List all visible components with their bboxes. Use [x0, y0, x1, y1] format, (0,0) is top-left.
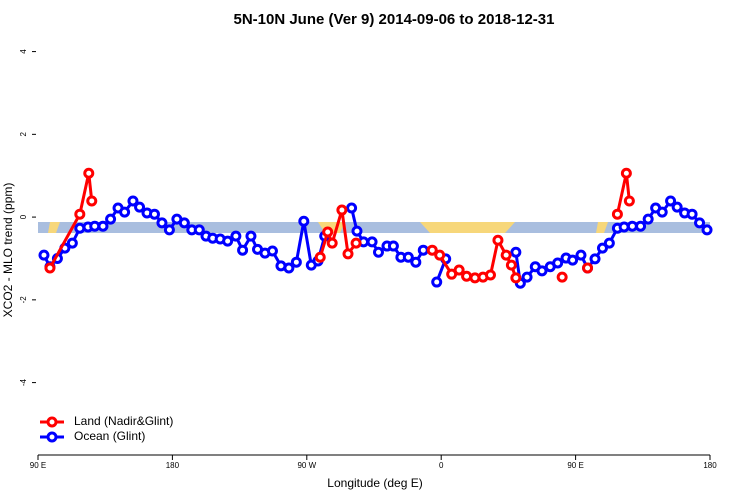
point	[426, 244, 438, 256]
point	[434, 249, 446, 261]
point	[642, 213, 654, 225]
point	[623, 195, 635, 207]
point	[556, 271, 568, 283]
point	[163, 224, 175, 236]
point	[521, 271, 533, 283]
point	[342, 248, 354, 260]
point	[266, 245, 278, 257]
point	[671, 201, 683, 213]
legend-marker	[46, 431, 58, 443]
point	[366, 236, 378, 248]
point	[44, 262, 56, 274]
point	[156, 217, 168, 229]
point	[336, 204, 348, 216]
point	[701, 224, 713, 236]
point	[97, 220, 109, 232]
x-tick-label: 0	[439, 461, 444, 470]
point	[322, 226, 334, 238]
x-tick-label: 90 E	[30, 461, 46, 470]
chart-title: 5N-10N June (Ver 9) 2014-09-06 to 2018-1…	[233, 11, 554, 28]
x-tick-label: 180	[703, 461, 717, 470]
point	[38, 249, 50, 261]
point	[492, 234, 504, 246]
point	[536, 265, 548, 277]
point	[105, 213, 117, 225]
point	[148, 208, 160, 220]
x-tick-label: 90 E	[567, 461, 583, 470]
legend-label: Ocean (Glint)	[74, 429, 145, 443]
legend-marker	[46, 416, 58, 428]
point	[410, 256, 422, 268]
series-line	[48, 172, 631, 280]
point	[620, 167, 632, 179]
point	[582, 262, 594, 274]
point	[290, 256, 302, 268]
point	[298, 215, 310, 227]
point	[510, 272, 522, 284]
point	[694, 217, 706, 229]
point	[567, 254, 579, 266]
point	[656, 206, 668, 218]
point	[387, 240, 399, 252]
point	[603, 237, 615, 249]
point	[245, 230, 257, 242]
point	[402, 251, 414, 263]
point	[351, 225, 363, 237]
x-axis-label: Longitude (deg E)	[327, 476, 422, 490]
point	[461, 270, 473, 282]
point	[326, 237, 338, 249]
point	[74, 222, 86, 234]
y-tick-label: 0	[19, 214, 28, 219]
legend-label: Land (Nadir&Glint)	[74, 414, 173, 428]
point	[350, 237, 362, 249]
point	[665, 195, 677, 207]
point	[193, 224, 205, 236]
point	[453, 264, 465, 276]
point	[230, 230, 242, 242]
y-tick-label: 2	[19, 132, 28, 137]
point	[510, 246, 522, 258]
point	[346, 202, 358, 214]
point	[134, 201, 146, 213]
point	[505, 259, 517, 271]
point	[589, 253, 601, 265]
point	[86, 195, 98, 207]
point	[500, 249, 512, 261]
point	[66, 237, 78, 249]
point	[283, 262, 295, 274]
point	[74, 208, 86, 220]
point	[686, 208, 698, 220]
point	[237, 244, 249, 256]
x-tick-label: 180	[166, 461, 180, 470]
y-axis-label: XCO2 - MLO trend (ppm)	[1, 183, 15, 318]
point	[119, 206, 131, 218]
point	[372, 246, 384, 258]
y-tick-label: 4	[19, 49, 28, 54]
point	[611, 208, 623, 220]
point	[222, 235, 234, 247]
point	[635, 220, 647, 232]
y-tick-label: -4	[19, 378, 28, 386]
point	[178, 217, 190, 229]
point	[83, 167, 95, 179]
point	[575, 249, 587, 261]
point	[127, 195, 139, 207]
point	[314, 251, 326, 263]
point	[417, 244, 429, 256]
point	[431, 276, 443, 288]
point	[552, 257, 564, 269]
x-tick-label: 90 W	[297, 461, 316, 470]
map-strip	[38, 222, 710, 233]
point	[484, 269, 496, 281]
point	[596, 242, 608, 254]
y-tick-label: -2	[19, 296, 28, 304]
